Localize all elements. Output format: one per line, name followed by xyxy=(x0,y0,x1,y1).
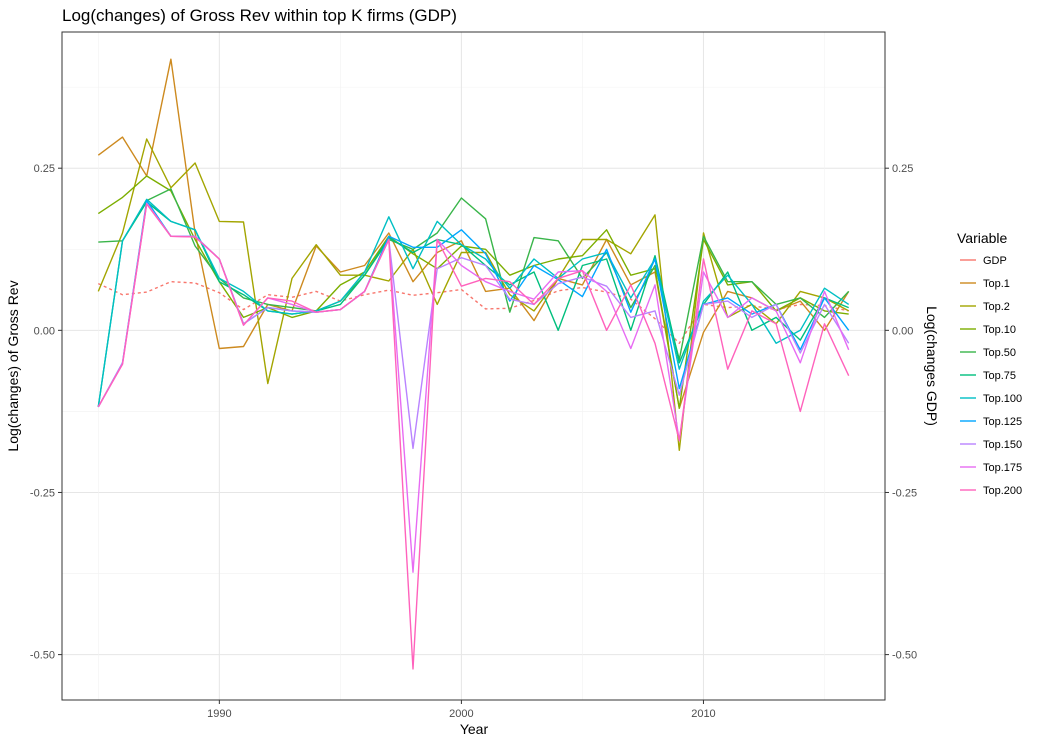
series-line-top-100 xyxy=(97,198,850,408)
legend-label: Top.75 xyxy=(983,370,1016,382)
legend-item: Top.10 xyxy=(960,324,1016,336)
legend-item: Top.125 xyxy=(960,416,1022,428)
y-tick-label: 0.25 xyxy=(34,163,55,175)
legend-label: GDP xyxy=(983,255,1007,267)
y-axis-label-right: Log(changes GDP) xyxy=(924,306,940,426)
legend-label: Top.1 xyxy=(983,278,1010,290)
series-line-top-50 xyxy=(98,188,850,361)
series-line-top-200 xyxy=(97,203,850,670)
y-right-tick-label: -0.25 xyxy=(892,487,917,499)
legend: GDP Top.1 Top.2 Top.10 Top.50 Top.75 Top.100 To… xyxy=(960,255,1022,497)
x-axis-label: Year xyxy=(460,721,489,737)
series-layer xyxy=(97,58,850,670)
y-tick-label: -0.25 xyxy=(30,487,55,499)
legend-label: Top.50 xyxy=(983,347,1016,359)
plot-panel-border xyxy=(61,31,886,701)
series-line-gdp xyxy=(98,281,849,344)
y-tick-label: -0.50 xyxy=(30,650,55,662)
y-right-tick-label: 0.00 xyxy=(892,325,913,337)
legend-item: Top.100 xyxy=(960,393,1022,405)
legend-item: Top.75 xyxy=(960,370,1016,382)
legend-item: Top.200 xyxy=(960,485,1022,497)
legend-label: Top.150 xyxy=(983,439,1022,451)
series-line-top-175 xyxy=(97,203,850,573)
series-line-top-2 xyxy=(97,138,850,451)
legend-item: Top.50 xyxy=(960,347,1016,359)
legend-item: GDP xyxy=(960,255,1007,267)
legend-label: Top.125 xyxy=(983,416,1022,428)
x-tick-label: 2010 xyxy=(691,708,715,720)
legend-label: Top.10 xyxy=(983,324,1016,336)
legend-item: Top.1 xyxy=(960,278,1010,290)
x-tick-label: 1990 xyxy=(207,708,231,720)
y-right-tick-label: -0.50 xyxy=(892,650,917,662)
grid xyxy=(62,32,885,700)
series-line-top-125 xyxy=(97,199,850,408)
chart-title: Log(changes) of Gross Rev within top K f… xyxy=(62,6,457,25)
y-axis-label: Log(changes) of Gross Rev xyxy=(5,280,21,451)
y-right-tick-label: 0.25 xyxy=(892,163,913,175)
series-line-top-75 xyxy=(97,201,849,408)
y-tick-label: 0.00 xyxy=(34,325,55,337)
legend-label: Top.175 xyxy=(983,462,1022,474)
legend-label: Top.100 xyxy=(983,393,1022,405)
legend-label: Top.200 xyxy=(983,485,1022,497)
series-line-top-1 xyxy=(97,58,850,409)
legend-label: Top.2 xyxy=(983,301,1010,313)
legend-item: Top.175 xyxy=(960,462,1022,474)
legend-item: Top.150 xyxy=(960,439,1022,451)
legend-item: Top.2 xyxy=(960,301,1010,313)
x-tick-label: 2000 xyxy=(449,708,473,720)
axes: 0.25 0.00 -0.25 -0.50 0.25 0.00 -0.25 -0.50 1990… xyxy=(30,163,917,720)
legend-title: Variable xyxy=(957,230,1008,246)
